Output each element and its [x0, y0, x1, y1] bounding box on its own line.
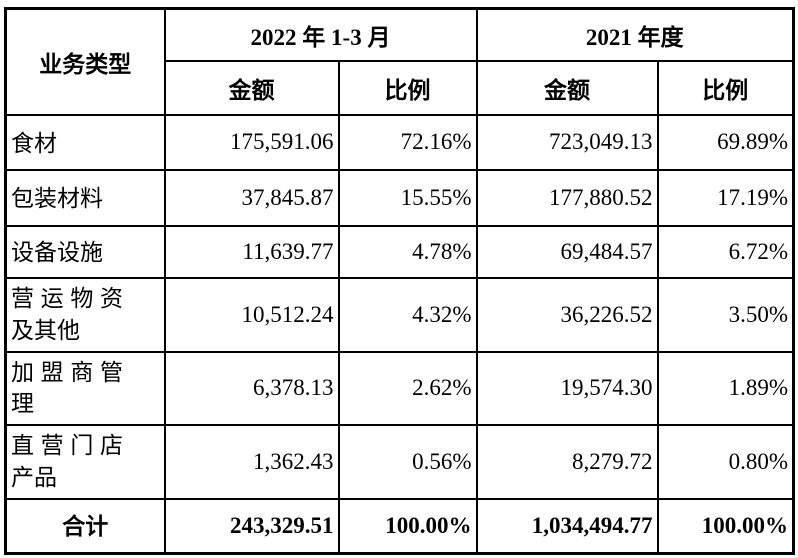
table-row: 包装材料 37,845.87 15.55% 177,880.52 17.19% [4, 168, 795, 227]
amount-2021-cell: 69,484.57 [475, 224, 659, 279]
amount-2021-cell: 19,574.30 [475, 350, 659, 426]
row-label-cell: 包装材料 [4, 168, 166, 227]
table-row: 食材 175,591.06 72.16% 723,049.13 69.89% [4, 113, 795, 171]
header-business-type: 业务类型 [4, 7, 166, 116]
total-amount-2022-cell: 243,329.51 [163, 497, 340, 555]
ratio-2022-cell: 0.56% [337, 423, 478, 500]
total-label: 合计 [62, 514, 109, 540]
header-row-measures: 金额 比例 金额 比例 [6, 59, 795, 116]
ratio-2021-cell: 3.50% [656, 276, 795, 353]
amount-2021-cell: 8,279.72 [475, 423, 659, 500]
row-label-cell: 直营门店产品 [4, 423, 166, 500]
ratio-2022-cell: 72.16% [337, 113, 478, 171]
ratio-2021-cell: 6.72% [656, 224, 795, 279]
header-ratio-2021: 比例 [656, 59, 795, 116]
table-row: 直营门店产品 1,362.43 0.56% 8,279.72 0.80% [4, 423, 795, 500]
revenue-by-business-type-table: 业务类型 2022 年 1-3 月 2021 年度 金额 比例 金额 比例 食材… [4, 7, 795, 555]
amount-2022-cell: 37,845.87 [163, 168, 340, 227]
ratio-2022-cell: 4.32% [337, 276, 478, 353]
row-label-cell: 加盟商管理 [4, 350, 166, 426]
header-row-periods: 业务类型 2022 年 1-3 月 2021 年度 [4, 7, 795, 116]
table-row: 加盟商管理 6,378.13 2.62% 19,574.30 1.89% [4, 350, 795, 426]
ratio-2022-cell: 4.78% [337, 224, 478, 279]
header-period-2021: 2021 年度 [475, 7, 795, 62]
row-label: 设备设施 [11, 240, 103, 266]
table-row: 设备设施 11,639.77 4.78% 69,484.57 6.72% [4, 224, 795, 279]
row-label: 包装材料 [11, 186, 103, 212]
total-amount-2021-cell: 1,034,494.77 [475, 497, 659, 555]
amount-2022-cell: 11,639.77 [163, 224, 340, 279]
row-label-cell: 营运物资及其他 [4, 276, 166, 353]
row-label: 加盟商管理 [11, 359, 123, 416]
header-ratio-2022: 比例 [337, 59, 478, 116]
ratio-2021-cell: 0.80% [656, 423, 795, 500]
header-amount-2021: 金额 [475, 59, 659, 116]
row-label-cell: 设备设施 [4, 224, 166, 279]
ratio-2021-cell: 1.89% [656, 350, 795, 426]
amount-2022-cell: 1,362.43 [163, 423, 340, 500]
header-period-2022: 2022 年 1-3 月 [163, 7, 478, 62]
amount-2022-cell: 175,591.06 [163, 113, 340, 171]
amount-2022-cell: 6,378.13 [163, 350, 340, 426]
amount-2022-cell: 10,512.24 [163, 276, 340, 353]
header-amount-2022: 金额 [163, 59, 340, 116]
table-row: 营运物资及其他 10,512.24 4.32% 36,226.52 3.50% [4, 276, 795, 353]
row-label: 直营门店产品 [11, 433, 123, 490]
ratio-2021-cell: 69.89% [656, 113, 795, 171]
row-label: 营运物资及其他 [11, 286, 123, 343]
amount-2021-cell: 36,226.52 [475, 276, 659, 353]
ratio-2022-cell: 15.55% [337, 168, 478, 227]
amount-2021-cell: 177,880.52 [475, 168, 659, 227]
amount-2021-cell: 723,049.13 [475, 113, 659, 171]
total-ratio-2022-cell: 100.00% [337, 497, 478, 555]
total-ratio-2021-cell: 100.00% [656, 497, 795, 555]
ratio-2022-cell: 2.62% [337, 350, 478, 426]
row-label-cell: 食材 [4, 113, 166, 171]
total-label-cell: 合计 [4, 497, 166, 555]
row-label: 食材 [11, 130, 57, 156]
ratio-2021-cell: 17.19% [656, 168, 795, 227]
total-row: 合计 243,329.51 100.00% 1,034,494.77 100.0… [4, 497, 795, 555]
